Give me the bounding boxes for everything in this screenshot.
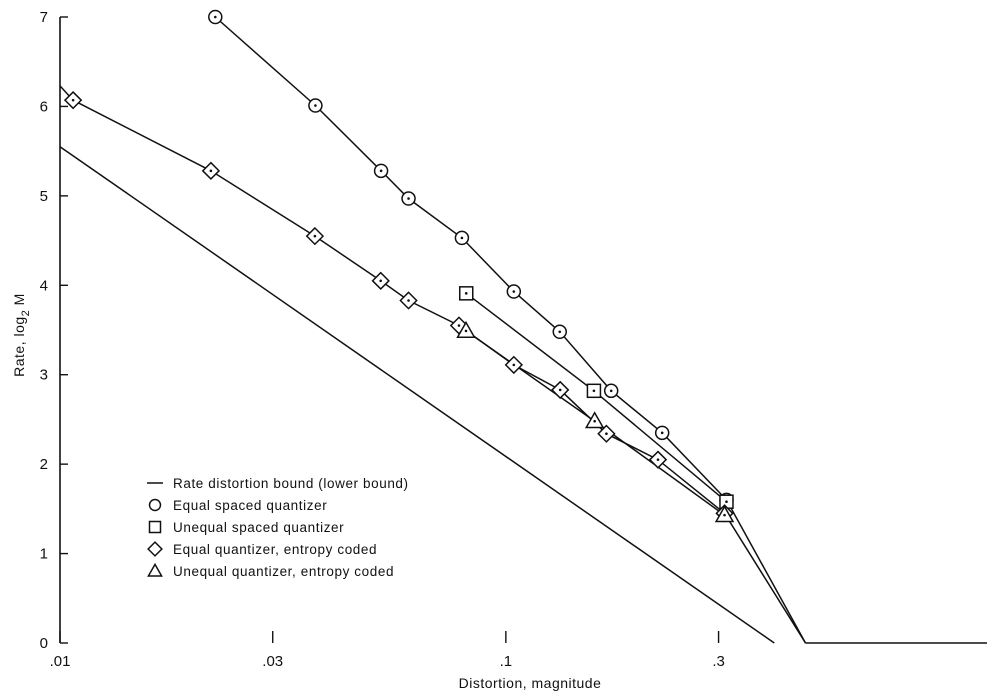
legend-label: Rate distortion bound (lower bound) (173, 476, 409, 491)
y-axis-label-main: Rate, log (11, 316, 27, 377)
series-markers (63, 9, 735, 523)
square-data-point-center-dot (464, 292, 468, 295)
legend-diamond-marker (147, 541, 163, 557)
y-axis-label: Rate, log2 M (11, 293, 32, 377)
diamond-data-point-center-dot (313, 234, 317, 238)
y-tick-label: 6 (40, 98, 48, 115)
y-axis-label-tail: M (11, 293, 27, 310)
circle-data-point-center-dot (314, 104, 317, 107)
y-tick-label: 3 (40, 367, 48, 384)
diamond-data-point-center-dot (209, 169, 213, 173)
y-tick-label: 2 (40, 456, 48, 473)
legend-label: Equal quantizer, entropy coded (173, 542, 377, 557)
diamond-data-point-center-dot (71, 98, 75, 102)
y-tick-label: 0 (40, 635, 48, 652)
legend-triangle-marker (147, 562, 163, 577)
series-line-diamond (72, 99, 725, 514)
y-axis-label-subscript: 2 (20, 310, 32, 317)
square-data-point-center-dot (592, 389, 596, 393)
series-line-circle (214, 16, 728, 501)
converge-tail-line (723, 512, 807, 644)
triangle-data-point-center-dot (464, 329, 468, 333)
diamond-data-point-center-dot (512, 363, 516, 367)
y-tick-label: 5 (40, 188, 48, 205)
x-tick-label: .1 (500, 653, 513, 670)
y-tick-label: 7 (40, 9, 48, 26)
legend-label: Unequal spaced quantizer (173, 520, 344, 535)
x-tick-label: .03 (262, 653, 283, 670)
circle-data-point-center-dot (609, 389, 613, 393)
circle-data-point-center-dot (379, 169, 383, 173)
circle-data-point-center-dot (512, 290, 516, 293)
legend-label: Unequal quantizer, entropy coded (173, 564, 394, 579)
series-line-none (59, 146, 775, 644)
circle-data-point-center-dot (407, 197, 410, 200)
x-axis-label: Distortion, magnitude (459, 675, 602, 691)
x-tick-label: .01 (50, 653, 71, 670)
circle-data-point-center-dot (558, 330, 562, 334)
triangle-data-point-center-dot (723, 513, 726, 517)
diamond-data-point-center-dot (558, 388, 562, 392)
diamond-data-point-center-dot (656, 458, 660, 461)
y-tick-label: 4 (40, 277, 48, 294)
legend-circle-marker (148, 498, 162, 512)
triangle-data-point-center-dot (593, 419, 596, 423)
circle-data-point-center-dot (213, 15, 217, 19)
y-tick-label: 1 (40, 546, 48, 563)
circle-data-point-center-dot (460, 236, 464, 240)
circle-data-point-center-dot (660, 431, 664, 435)
x-tick-label: .3 (712, 653, 725, 670)
diamond-data-point-center-dot (379, 279, 383, 283)
tick-labels: 0 1 2 3 4 5 6 7 .01 .03 .1 .3 (40, 9, 725, 670)
diamond-data-point-center-dot (605, 432, 608, 436)
legend: Rate distortion bound (lower bound) Equal… (147, 476, 409, 579)
square-data-point-center-dot (725, 500, 728, 504)
converge-tail-line (725, 499, 807, 644)
legend-square-marker (148, 520, 162, 534)
diamond-data-point-center-dot (407, 299, 410, 302)
diamond-data-point-center-dot (457, 324, 461, 327)
axes (59, 16, 720, 644)
legend-label: Equal spaced quantizer (173, 498, 327, 513)
